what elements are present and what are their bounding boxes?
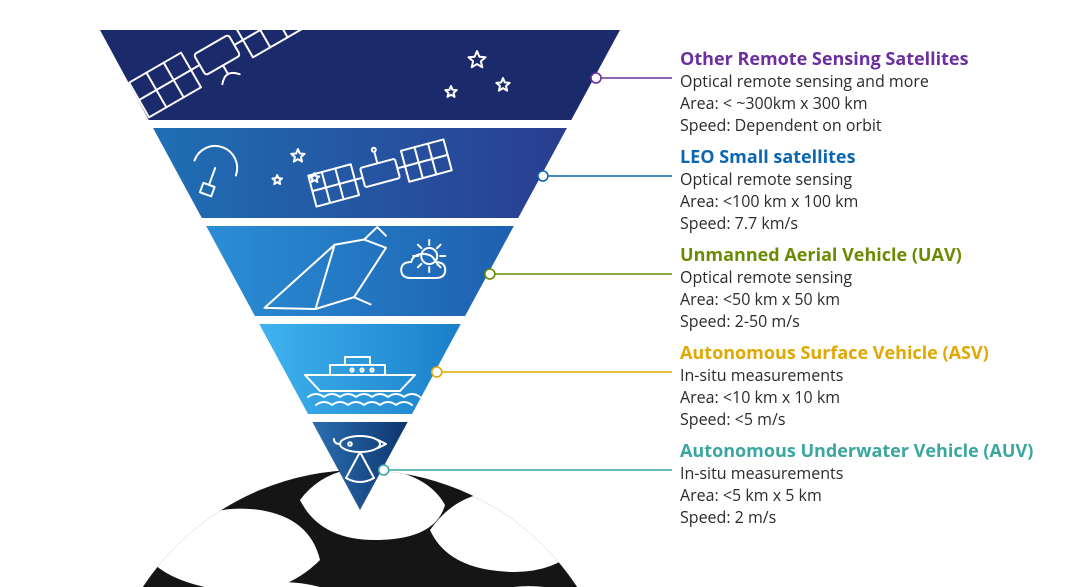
label-title: Autonomous Surface Vehicle (ASV) bbox=[680, 342, 989, 365]
label-title: Unmanned Aerial Vehicle (UAV) bbox=[680, 244, 962, 267]
infographic-stage: Other Remote Sensing SatellitesOptical r… bbox=[0, 0, 1086, 587]
connector-dot-auv bbox=[379, 465, 389, 475]
label-asv: Autonomous Surface Vehicle (ASV)In-situ … bbox=[680, 342, 989, 430]
connector-dot-leo bbox=[538, 171, 548, 181]
connector-dot-other-sat bbox=[591, 73, 601, 83]
label-other-sat: Other Remote Sensing SatellitesOptical r… bbox=[680, 48, 969, 136]
funnel-layer-other-sat bbox=[100, 30, 620, 120]
label-line: Area: <100 km x 100 km bbox=[680, 191, 858, 213]
label-title: Autonomous Underwater Vehicle (AUV) bbox=[680, 440, 1033, 463]
label-line: Area: <50 km x 50 km bbox=[680, 289, 962, 311]
label-line: Area: <10 km x 10 km bbox=[680, 387, 989, 409]
label-line: Speed: 2 m/s bbox=[680, 507, 1033, 529]
label-line: Speed: 2-50 m/s bbox=[680, 311, 962, 333]
label-line: In-situ measurements bbox=[680, 365, 989, 387]
label-line: Speed: <5 m/s bbox=[680, 409, 989, 431]
label-line: Optical remote sensing bbox=[680, 169, 858, 191]
connector-dot-asv bbox=[432, 367, 442, 377]
label-line: Speed: Dependent on orbit bbox=[680, 115, 969, 137]
funnel-layer-leo bbox=[153, 128, 567, 218]
label-line: Area: < ~300km x 300 km bbox=[680, 93, 969, 115]
label-auv: Autonomous Underwater Vehicle (AUV)In-si… bbox=[680, 440, 1033, 528]
label-line: Optical remote sensing and more bbox=[680, 71, 969, 93]
label-line: Area: <5 km x 5 km bbox=[680, 485, 1033, 507]
connector-dot-uav bbox=[485, 269, 495, 279]
label-leo: LEO Small satellitesOptical remote sensi… bbox=[680, 146, 858, 234]
label-line: Speed: 7.7 km/s bbox=[680, 213, 858, 235]
label-title: LEO Small satellites bbox=[680, 146, 858, 169]
label-uav: Unmanned Aerial Vehicle (UAV)Optical rem… bbox=[680, 244, 962, 332]
label-line: In-situ measurements bbox=[680, 463, 1033, 485]
label-line: Optical remote sensing bbox=[680, 267, 962, 289]
label-title: Other Remote Sensing Satellites bbox=[680, 48, 969, 71]
